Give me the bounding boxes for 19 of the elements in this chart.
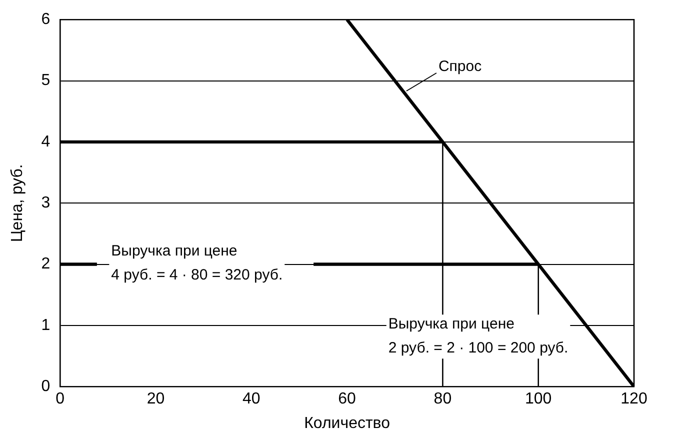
x-axis-title: Количество	[304, 414, 390, 432]
x-tick-label: 100	[525, 390, 552, 408]
y-tick-label: 4	[41, 133, 50, 150]
x-tick-label: 60	[338, 390, 356, 408]
y-tick-label: 1	[41, 316, 50, 334]
y-axis-title: Цена, руб.	[9, 164, 26, 242]
y-tick-label: 3	[41, 194, 50, 212]
annotation: Выручка при цене 4 руб. = 4 · 80 = 320 руб.	[111, 242, 283, 284]
y-tick-label: 5	[41, 72, 50, 90]
text: Спрос	[438, 58, 482, 76]
x-tick-label: 0	[56, 390, 65, 408]
x-tick-label: 120	[620, 390, 648, 408]
y-tick-label: 2	[41, 256, 50, 273]
x-tick-label: 80	[434, 390, 452, 408]
y-tick-label: 6	[41, 11, 50, 28]
x-tick-label: 40	[242, 390, 260, 408]
y-tick-label: 0	[41, 378, 50, 396]
annotation: Выручка при цене 2 руб. = 2 · 100 = 200 руб.	[388, 316, 568, 357]
x-tick-label: 20	[146, 390, 165, 408]
